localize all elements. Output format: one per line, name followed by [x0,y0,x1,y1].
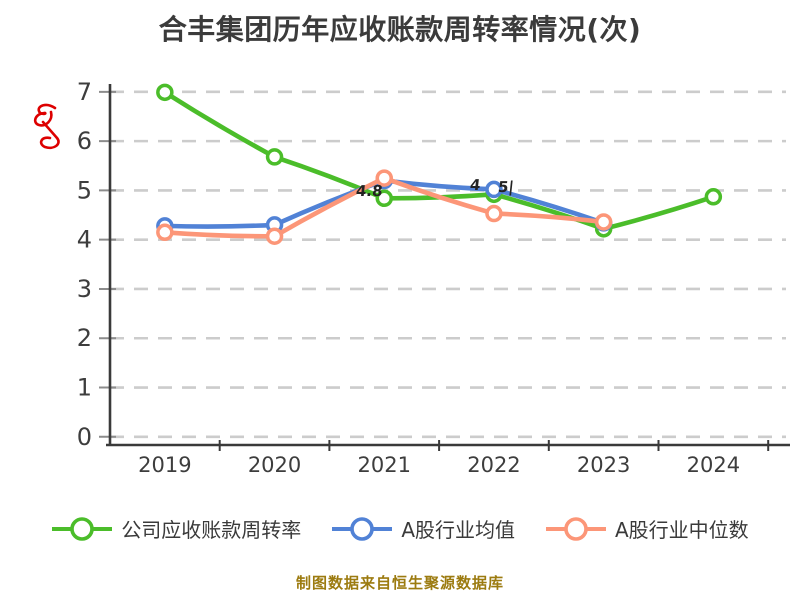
y-axis-label-3: 3 [77,275,92,303]
legend-item-0: 公司应收账款周转率 [51,514,301,543]
y-axis-label-7: 7 [77,78,92,106]
line-chart-plot-area: 0 1 2 3 4 5 6 7 2019 2020 2021 2022 2023 2024 [77,78,790,477]
glitch-data-label-1: 4 [469,176,482,194]
series-line-0 [162,90,716,232]
series-2-point-0 [156,223,174,242]
y-axis-label-4: 4 [77,226,92,254]
legend-marker-icon [52,516,113,541]
y-axis-label-2: 2 [77,324,92,352]
series-1-point-3 [485,180,503,199]
x-axis-label-2024: 2024 [687,453,740,477]
series-0-point-5 [704,188,723,206]
series-0-point-0 [156,83,174,102]
series-2-point-3 [485,204,503,223]
x-axis-label-2023: 2023 [577,453,630,477]
x-axis-label-2020: 2020 [248,453,301,477]
legend-label: 公司应收账款周转率 [121,518,302,542]
x-axis-label-2021: 2021 [358,453,411,477]
legend-marker-icon [332,516,393,541]
legend-item-1: A股行业均值 [331,514,515,543]
series-2-point-1 [265,227,284,245]
legend-item-2: A股行业中位数 [545,514,749,543]
data-source-caption: 制图数据来自恒生聚源数据库 [295,574,504,592]
series-2-point-2 [375,169,393,187]
red-scribble-mark-icon [33,103,60,150]
legend-label: A股行业中位数 [615,518,749,542]
y-axis-label-0: 0 [77,423,92,451]
legend-marker-icon [546,516,606,541]
chart-title: 合丰集团历年应收账款周转率情况(次) [158,13,642,46]
chart-legend: 公司应收账款周转率 A股行业均值 A股行业中位数 [0,514,800,543]
y-axis-label-1: 1 [77,374,92,402]
series-2-point-4 [594,213,613,231]
series-0-point-1 [265,148,284,166]
glitch-data-label-2: 5| [497,178,515,196]
series-0-point-2 [375,189,393,208]
y-axis-label-6: 6 [77,127,92,155]
glitch-data-label-0: 4.8 [355,182,384,200]
x-axis-label-2022: 2022 [467,453,520,477]
x-axis-label-2019: 2019 [138,453,191,477]
y-axis-label-5: 5 [77,176,92,204]
legend-label: A股行业均值 [401,518,515,542]
